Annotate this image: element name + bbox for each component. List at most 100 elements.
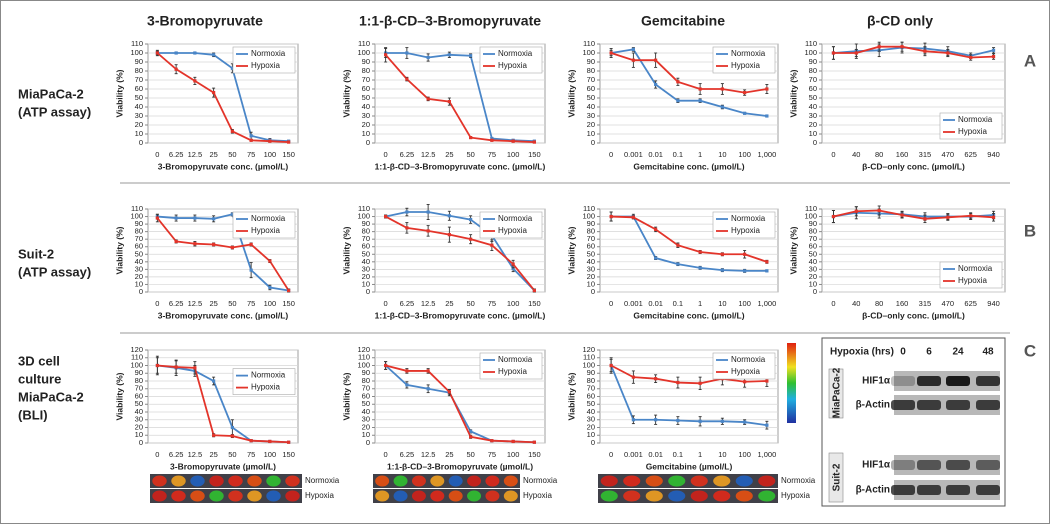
x-tick-label: 1	[698, 450, 702, 459]
y-tick-label: 20	[362, 120, 370, 129]
marker	[469, 136, 473, 140]
legend-box	[232, 211, 296, 239]
x-tick-label: 6.25	[169, 450, 184, 459]
y-axis-label: Viability (%)	[788, 226, 798, 274]
row-label: (ATP assay)	[18, 104, 91, 119]
marker	[268, 439, 272, 444]
y-tick-label: 20	[587, 422, 595, 431]
marker	[230, 66, 234, 70]
y-tick-label: 110	[583, 204, 595, 213]
marker	[831, 51, 836, 55]
y-tick-label: 90	[587, 368, 595, 377]
marker	[900, 45, 904, 49]
x-tick-label: 0	[384, 450, 388, 459]
marker	[405, 77, 409, 81]
x-tick-label: 100	[738, 299, 751, 308]
marker	[532, 440, 536, 444]
y-tick-label: 100	[582, 212, 595, 221]
y-tick-label: 90	[362, 219, 370, 228]
x-axis-label: 1:1-β-CD–3-Bromopyruvate conc. (µmol/L)	[375, 161, 546, 171]
marker	[676, 99, 680, 103]
cell-line-label: Suit-2	[832, 463, 843, 491]
y-tick-label: 10	[362, 129, 370, 138]
legend-label: Hypoxia	[251, 226, 280, 235]
series-line	[610, 48, 767, 117]
bli-signal	[375, 490, 390, 502]
blot-band	[917, 460, 941, 470]
blot-band	[891, 460, 915, 470]
marker	[923, 217, 927, 221]
x-tick-label: 50	[228, 150, 236, 159]
y-tick-label: 110	[358, 39, 370, 48]
y-tick-label: 60	[587, 84, 595, 93]
x-tick-label: 40	[852, 150, 860, 159]
y-tick-label: 10	[587, 129, 595, 138]
bli-signal	[623, 490, 641, 502]
bli-signal	[645, 475, 663, 487]
y-tick-label: 100	[130, 360, 143, 369]
series-line	[384, 54, 535, 143]
series-line	[157, 213, 289, 292]
x-axis-label: 1:1-β-CD–3-Bromopyruvate (µmol/L)	[387, 461, 533, 471]
legend-box	[479, 211, 543, 239]
bli-signal	[600, 475, 618, 487]
marker	[609, 51, 613, 55]
x-tick-label: 100	[507, 299, 520, 308]
y-tick-label: 0	[813, 138, 817, 147]
x-tick-label: 625	[964, 299, 977, 308]
x-tick-label: 6.25	[169, 299, 184, 308]
marker	[831, 214, 836, 219]
x-tick-label: 25	[445, 299, 453, 308]
series-line	[157, 364, 289, 444]
marker	[469, 217, 473, 222]
marker	[991, 48, 996, 52]
x-tick-label: 75	[488, 450, 496, 459]
marker	[676, 418, 680, 423]
bli-signal	[190, 475, 205, 487]
bli-signal	[690, 490, 708, 502]
bli-image	[373, 489, 520, 503]
y-tick-label: 100	[357, 212, 370, 221]
y-tick-label: 30	[587, 415, 595, 424]
x-tick-label: 25	[209, 150, 217, 159]
marker	[511, 139, 515, 143]
y-axis-label: Viability (%)	[566, 372, 576, 420]
y-tick-label: 90	[135, 219, 143, 228]
legend-label: Hypoxia	[498, 367, 527, 376]
x-tick-label: 0	[155, 299, 159, 308]
y-tick-label: 110	[583, 39, 595, 48]
marker	[511, 439, 515, 444]
marker	[631, 47, 635, 51]
x-tick-label: 100	[507, 150, 520, 159]
x-tick-label: 625	[964, 150, 977, 159]
marker	[405, 226, 409, 230]
legend-box	[712, 46, 776, 74]
x-tick-label: 80	[875, 150, 883, 159]
marker	[720, 252, 724, 256]
y-tick-label: 30	[362, 264, 370, 273]
x-tick-label: 315	[919, 299, 932, 308]
x-tick-label: 100	[738, 150, 751, 159]
x-tick-label: 12.5	[188, 150, 203, 159]
marker	[676, 80, 680, 84]
marker	[609, 363, 613, 368]
bli-signal	[411, 490, 426, 502]
marker	[193, 366, 197, 370]
blot-band	[976, 460, 1000, 470]
blot-band	[976, 485, 1000, 495]
bli-image	[373, 474, 520, 488]
bli-signal	[190, 490, 205, 502]
x-tick-label: 12.5	[421, 150, 436, 159]
y-tick-label: 70	[809, 234, 817, 243]
y-tick-label: 60	[135, 84, 143, 93]
y-tick-label: 50	[135, 399, 143, 408]
bli-image	[150, 489, 302, 503]
blot-band	[946, 400, 970, 410]
x-tick-label: 0	[384, 299, 388, 308]
y-tick-label: 80	[362, 227, 370, 236]
legend-label: Normoxia	[731, 214, 766, 223]
y-tick-label: 30	[135, 415, 143, 424]
marker	[532, 288, 536, 293]
x-tick-label: 6.25	[400, 150, 415, 159]
legend-label: Normoxia	[731, 355, 766, 364]
